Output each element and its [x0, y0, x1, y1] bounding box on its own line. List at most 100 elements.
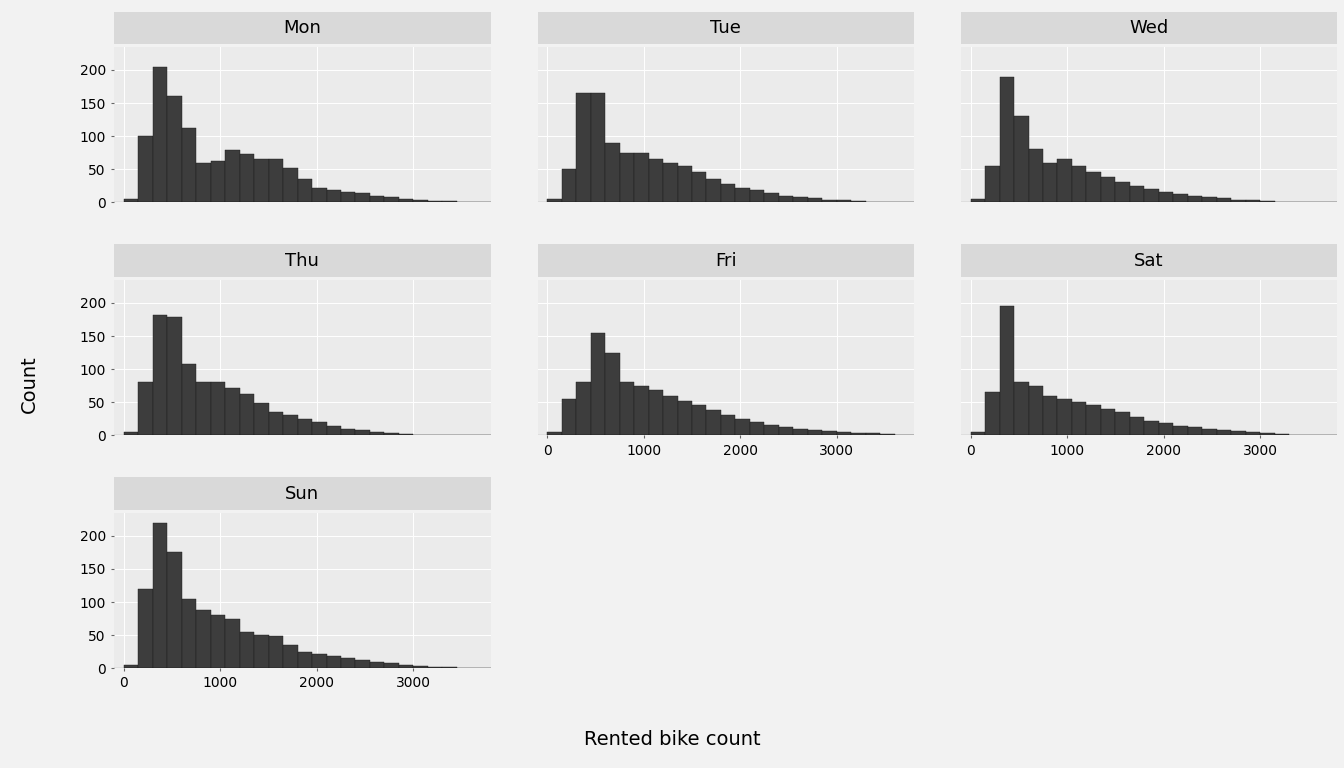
Bar — [720, 415, 735, 435]
Bar — [297, 419, 312, 435]
Bar — [605, 353, 620, 435]
Bar — [399, 665, 414, 668]
Bar — [226, 150, 239, 202]
Bar — [1101, 409, 1116, 435]
Bar — [620, 153, 634, 202]
Bar — [341, 429, 355, 435]
Bar — [823, 432, 837, 435]
Bar — [239, 632, 254, 668]
Bar — [399, 434, 414, 435]
Bar — [384, 197, 399, 202]
Bar — [153, 523, 167, 668]
Bar — [284, 415, 297, 435]
Bar — [750, 190, 765, 202]
Bar — [297, 652, 312, 668]
Text: Wed: Wed — [1129, 18, 1169, 37]
Bar — [239, 394, 254, 435]
Bar — [677, 401, 692, 435]
Bar — [577, 382, 590, 435]
Bar — [1261, 201, 1274, 202]
Bar — [1028, 149, 1043, 202]
Bar — [1101, 177, 1116, 202]
Text: Sun: Sun — [285, 485, 320, 502]
Bar — [211, 161, 226, 202]
Bar — [341, 658, 355, 668]
Bar — [399, 199, 414, 202]
Bar — [663, 163, 677, 202]
Bar — [1173, 194, 1188, 202]
Bar — [649, 390, 663, 435]
Bar — [1231, 432, 1246, 435]
Bar — [1216, 198, 1231, 202]
Bar — [985, 166, 1000, 202]
Bar — [312, 187, 327, 202]
Bar — [1202, 429, 1216, 435]
Bar — [778, 196, 793, 202]
Bar — [370, 196, 384, 202]
Bar — [1216, 430, 1231, 435]
Bar — [634, 153, 649, 202]
Bar — [837, 200, 851, 202]
Bar — [384, 433, 399, 435]
Bar — [181, 127, 196, 202]
Bar — [269, 637, 284, 668]
Bar — [1073, 166, 1086, 202]
Bar — [211, 382, 226, 435]
Bar — [1274, 434, 1289, 435]
Bar — [284, 645, 297, 668]
Bar — [620, 382, 634, 435]
Bar — [1028, 386, 1043, 435]
Bar — [226, 618, 239, 668]
Bar — [312, 422, 327, 435]
Bar — [634, 386, 649, 435]
Bar — [985, 392, 1000, 435]
Bar — [1261, 433, 1274, 435]
Bar — [442, 201, 457, 202]
Bar — [735, 187, 750, 202]
Bar — [1130, 186, 1144, 202]
Bar — [1159, 423, 1173, 435]
Bar — [269, 412, 284, 435]
Bar — [590, 333, 605, 435]
Bar — [239, 154, 254, 202]
Bar — [414, 200, 427, 202]
Bar — [808, 198, 823, 202]
Bar — [211, 615, 226, 668]
Bar — [692, 173, 707, 202]
Bar — [153, 315, 167, 435]
Bar — [427, 201, 442, 202]
Bar — [427, 667, 442, 668]
Bar — [1013, 382, 1028, 435]
Bar — [167, 552, 181, 668]
Bar — [1073, 402, 1086, 435]
Bar — [677, 166, 692, 202]
Bar — [1130, 417, 1144, 435]
Bar — [341, 192, 355, 202]
Bar — [124, 665, 138, 668]
Bar — [765, 193, 778, 202]
Bar — [384, 663, 399, 668]
Bar — [1116, 183, 1130, 202]
Bar — [837, 432, 851, 435]
Bar — [1246, 432, 1261, 435]
Bar — [707, 410, 720, 435]
Bar — [138, 589, 153, 668]
Bar — [327, 657, 341, 668]
Text: Thu: Thu — [285, 252, 320, 270]
Bar — [808, 430, 823, 435]
Bar — [327, 426, 341, 435]
Bar — [1173, 426, 1188, 435]
Bar — [370, 661, 384, 668]
Bar — [181, 364, 196, 435]
Bar — [970, 432, 985, 435]
Bar — [880, 434, 895, 435]
Bar — [793, 429, 808, 435]
Bar — [778, 427, 793, 435]
Bar — [750, 422, 765, 435]
Bar — [562, 169, 577, 202]
Bar — [124, 199, 138, 202]
Bar — [547, 199, 562, 202]
Bar — [1144, 189, 1159, 202]
Bar — [1144, 421, 1159, 435]
Bar — [1043, 396, 1058, 435]
